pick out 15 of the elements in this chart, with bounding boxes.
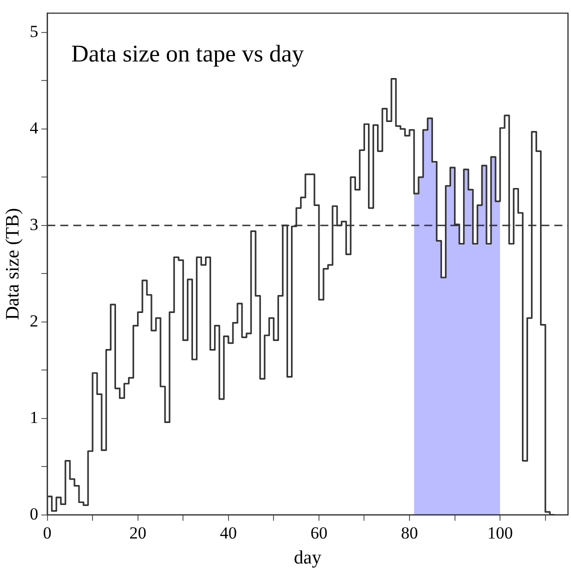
x-tick-label: 60 [310,523,328,542]
y-axis-title: Data size (TB) [2,208,24,320]
y-tick-label: 1 [30,408,38,427]
x-axis-title: day [294,548,322,569]
x-tick-label: 40 [220,523,237,542]
x-tick-label: 20 [129,523,146,542]
x-tick-label: 100 [487,523,513,542]
y-tick-label: 2 [30,311,38,330]
text: Data size on tape vs day [71,41,304,68]
y-tick-label: 4 [30,118,39,138]
y-tick-label: 5 [30,22,38,41]
y-tick-label: 0 [30,504,38,524]
y-tick-label: 3 [30,214,38,234]
x-tick-label: 80 [401,523,418,542]
x-tick-label: 0 [43,523,52,542]
